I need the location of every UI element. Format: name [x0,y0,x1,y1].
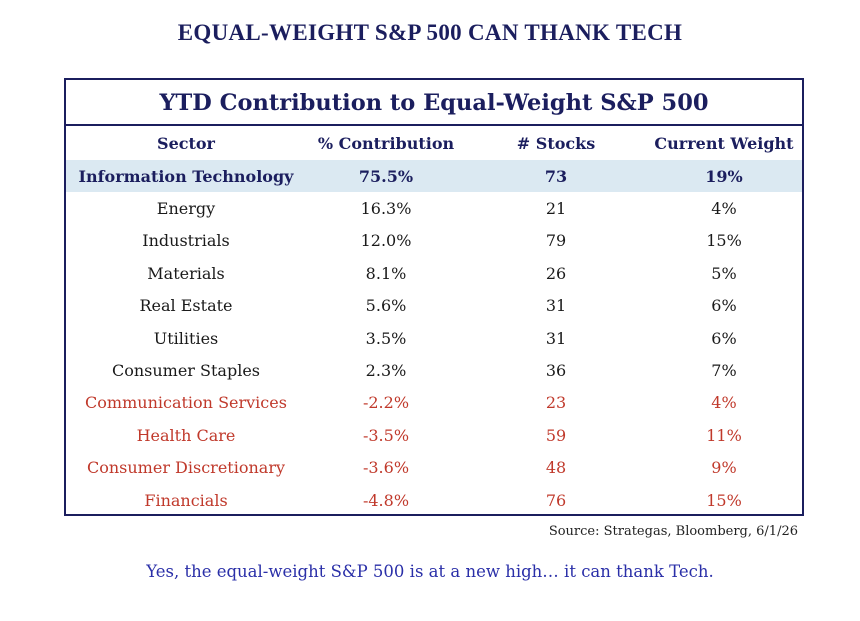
table-body: Information Technology 75.5% 73 19% Energy 16… [66,160,802,516]
stocks-cell: 36 [545,361,567,381]
weight-cell: 4% [711,393,737,413]
column-header-weight: Current Weight [654,133,794,153]
weight-cell: 9% [711,458,737,478]
weight-cell: 11% [706,425,742,445]
sector-cell: Materials [147,263,225,283]
contribution-cell: -3.6% [362,458,410,478]
headline: EQUAL-WEIGHT S&P 500 CAN THANK TECH [177,20,683,45]
contribution-cell: 75.5% [358,166,414,186]
caption: Yes, the equal-weight S&P 500 is at a ne… [146,562,714,581]
contribution-cell: 8.1% [365,263,407,283]
contribution-cell: 3.5% [365,328,407,348]
stocks-cell: 59 [545,425,567,445]
column-header-contribution: % Contribution [317,133,455,153]
contribution-cell: -3.5% [362,425,410,445]
weight-cell: 19% [705,166,743,186]
stocks-cell: 79 [545,231,567,251]
contribution-table: YTD Contribution to Equal-Weight S&P 500… [64,78,804,516]
contribution-cell: 5.6% [365,296,407,316]
stocks-cell: 21 [545,199,567,219]
stocks-cell: 26 [545,263,567,283]
sector-cell: Industrials [142,231,230,251]
weight-cell: 15% [706,490,742,510]
weight-cell: 6% [711,296,737,316]
sector-cell: Health Care [136,425,236,445]
stocks-cell: 31 [545,328,567,348]
weight-cell: 7% [711,361,737,381]
table-row: Industrials 12.0% 79 15% [66,225,802,257]
stocks-cell: 31 [545,296,567,316]
weight-cell: 15% [706,231,742,251]
source-note: Source: Strategas, Bloomberg, 6/1/26 [548,524,798,539]
table-row: Financials -4.8% 76 15% [66,484,802,516]
table-row: Utilities 3.5% 31 6% [66,322,802,354]
sector-cell: Financials [144,490,228,510]
sector-cell: Consumer Staples [111,361,261,381]
column-header-stocks: # Stocks [516,133,596,153]
table-row: Real Estate 5.6% 31 6% [66,290,802,322]
column-header-sector: Sector [157,133,215,153]
table-row: Consumer Discretionary -3.6% 48 9% [66,452,802,484]
stocks-cell: 48 [545,458,567,478]
contribution-cell: 2.3% [365,361,407,381]
table-row: Consumer Staples 2.3% 36 7% [66,354,802,386]
table-row: Energy 16.3% 21 4% [66,192,802,224]
stocks-cell: 76 [545,490,567,510]
table-row: Communication Services -2.2% 23 4% [66,387,802,419]
sector-cell: Communication Services [85,393,287,413]
table-title: YTD Contribution to Equal-Weight S&P 500 [66,80,802,126]
sector-cell: Information Technology [78,166,294,186]
contribution-cell: 16.3% [360,199,412,219]
contribution-cell: 12.0% [360,231,412,251]
sector-cell: Consumer Discretionary [86,458,285,478]
sector-cell: Energy [156,199,216,219]
stocks-cell: 23 [545,393,567,413]
weight-cell: 4% [711,199,737,219]
weight-cell: 5% [711,263,737,283]
sector-cell: Utilities [153,328,219,348]
sector-cell: Real Estate [139,296,233,316]
table-row: Materials 8.1% 26 5% [66,257,802,289]
stocks-cell: 73 [544,166,568,186]
table-row: Information Technology 75.5% 73 19% [66,160,802,193]
contribution-cell: -4.8% [362,490,410,510]
table-header-row: Sector % Contribution # Stocks Current W… [66,126,802,160]
table-row: Health Care -3.5% 59 11% [66,419,802,451]
weight-cell: 6% [711,328,737,348]
contribution-cell: -2.2% [362,393,410,413]
